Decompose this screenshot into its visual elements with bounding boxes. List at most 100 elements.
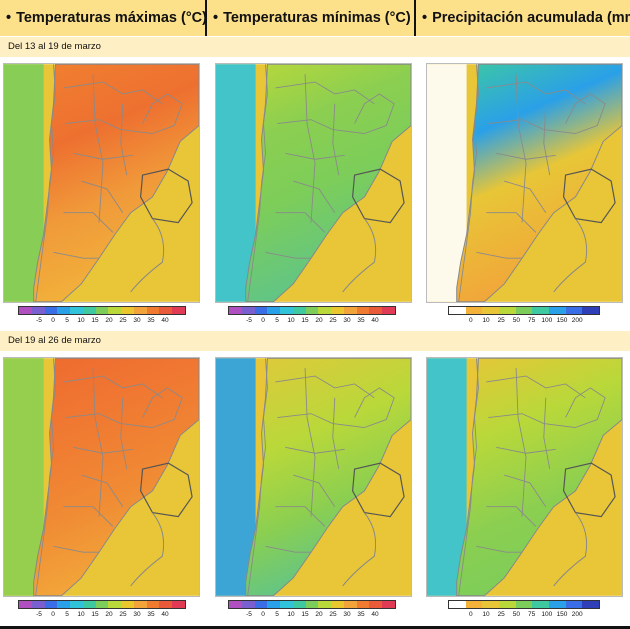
colorbar-swatch xyxy=(382,307,395,314)
colorbar-swatch xyxy=(159,307,173,314)
colorbar-tick-label: 35 xyxy=(147,611,155,618)
colorbar-tick-label: 100 xyxy=(541,611,553,618)
map-max-temp-week1 xyxy=(3,63,200,303)
colorbar-swatch xyxy=(515,307,533,314)
colorbar-tick-label: 40 xyxy=(161,611,169,618)
colorbar-tick-label: 50 xyxy=(512,611,521,618)
colorbar-swatch xyxy=(465,601,483,608)
colorbar-swatch xyxy=(172,601,185,608)
map-graphic xyxy=(4,358,199,596)
colorbar-tick-label: 150 xyxy=(556,611,568,618)
colorbar-swatch xyxy=(343,601,357,608)
bullet-icon: • xyxy=(6,10,12,26)
colorbar-tick-label: 25 xyxy=(119,611,127,618)
colorbar-swatch xyxy=(172,307,185,314)
colorbar-tick-label: 75 xyxy=(527,611,536,618)
colorbar-swatch xyxy=(121,307,134,314)
colorbar-tick-label: 35 xyxy=(147,317,155,324)
colorbar-swatch xyxy=(449,601,466,608)
colorbar-swatch xyxy=(318,307,332,314)
colorbar-tick-label: 5 xyxy=(65,611,69,618)
colorbar-swatch xyxy=(343,307,357,314)
colorbar-tick-label: 200 xyxy=(571,317,583,324)
colorbar-swatch xyxy=(499,601,516,608)
header-min-temp: • Temperaturas mínimas (°C) xyxy=(207,0,414,36)
colorbar-tick-label: 15 xyxy=(301,611,309,618)
colorbar-tick-label: 15 xyxy=(91,317,99,324)
colorbar-tick-label: -5 xyxy=(36,611,42,618)
colorbar-swatch xyxy=(499,307,516,314)
colorbar-strip xyxy=(18,600,186,609)
colorbar-swatch xyxy=(532,307,550,314)
colorbar-tick-label: 25 xyxy=(329,611,337,618)
colorbar-tick-label: 25 xyxy=(329,317,337,324)
header-max-temp-title: Temperaturas máximas (°C) xyxy=(16,10,207,26)
colorbar-swatch xyxy=(229,307,242,314)
colorbar-swatch xyxy=(229,601,242,608)
map-graphic xyxy=(216,358,411,596)
colorbar-swatch xyxy=(369,601,383,608)
colorbar-tick-label: 25 xyxy=(497,611,505,618)
colorbar-swatch xyxy=(280,601,293,608)
colorbar-swatch xyxy=(121,601,134,608)
colorbar-tick-label: 30 xyxy=(133,317,141,324)
colorbar-swatch xyxy=(19,307,32,314)
colorbar-swatch xyxy=(532,601,550,608)
colorbar-swatch xyxy=(70,601,83,608)
colorbar-tick-label: 10 xyxy=(287,317,295,324)
colorbar-swatch xyxy=(19,601,32,608)
colorbar-tick-label: 25 xyxy=(119,317,127,324)
colorbar-swatch xyxy=(70,307,83,314)
colorbar-strip xyxy=(18,306,186,315)
colorbar-swatch xyxy=(318,601,332,608)
colorbar-swatch xyxy=(267,307,281,314)
colorbar-tick-label: 35 xyxy=(357,611,365,618)
bottom-rule xyxy=(0,626,630,629)
colorbar-swatch xyxy=(146,307,160,314)
colorbar-swatch xyxy=(305,601,319,608)
colorbar-swatch xyxy=(549,307,566,314)
map-min-temp-week1 xyxy=(215,63,412,303)
colorbar-swatch xyxy=(267,601,281,608)
colorbar-swatch xyxy=(369,307,383,314)
colorbar-tick-label: 10 xyxy=(77,611,85,618)
colorbar-tick-label: -5 xyxy=(246,611,252,618)
colorbar-tick-label: 75 xyxy=(527,317,536,324)
bullet-icon: • xyxy=(213,10,219,26)
map-graphic xyxy=(427,64,622,302)
header-max-temp: • Temperaturas máximas (°C) xyxy=(0,0,207,36)
colorbar-tick-label: 40 xyxy=(371,611,379,618)
colorbar-swatch xyxy=(482,601,500,608)
colorbar-precip-week1: 0 10 25 50 75 100 150 200 xyxy=(448,304,600,330)
colorbar-swatch xyxy=(133,307,147,314)
colorbar-swatch xyxy=(254,307,268,314)
colorbar-swatch xyxy=(241,601,255,608)
colorbar-swatch xyxy=(280,307,293,314)
colorbar-swatch xyxy=(305,307,319,314)
colorbar-swatch xyxy=(356,601,370,608)
colorbar-tick-label: 30 xyxy=(133,611,141,618)
colorbar-tick-label: 20 xyxy=(105,611,113,618)
colorbar-tick-label: 20 xyxy=(315,317,323,324)
colorbar-swatch xyxy=(159,601,173,608)
colorbar-swatch xyxy=(482,307,500,314)
colorbar-tick-label: 40 xyxy=(371,317,379,324)
colorbar-swatch xyxy=(465,307,483,314)
header-divider xyxy=(414,0,416,36)
colorbar-strip xyxy=(448,600,600,609)
map-precip-week1 xyxy=(426,63,623,303)
colorbar-tick-label: 35 xyxy=(357,317,365,324)
colorbar-swatch xyxy=(582,307,600,314)
period-label-2: Del 19 al 26 de marzo xyxy=(0,331,630,351)
period-label-1: Del 13 al 19 de marzo xyxy=(0,37,630,57)
colorbar-swatch xyxy=(241,307,255,314)
colorbar-swatch xyxy=(82,601,96,608)
header-divider xyxy=(205,0,207,36)
colorbar-tick-label: -5 xyxy=(246,317,252,324)
colorbar-swatch xyxy=(108,601,122,608)
colorbar-swatch xyxy=(331,601,344,608)
colorbar-swatch xyxy=(57,307,71,314)
colorbar-tick-label: 10 xyxy=(287,611,295,618)
colorbar-min-temp-week1: -5 0 5 10 15 20 25 30 35 40 xyxy=(228,304,396,330)
colorbar-tick-label: 25 xyxy=(497,317,505,324)
